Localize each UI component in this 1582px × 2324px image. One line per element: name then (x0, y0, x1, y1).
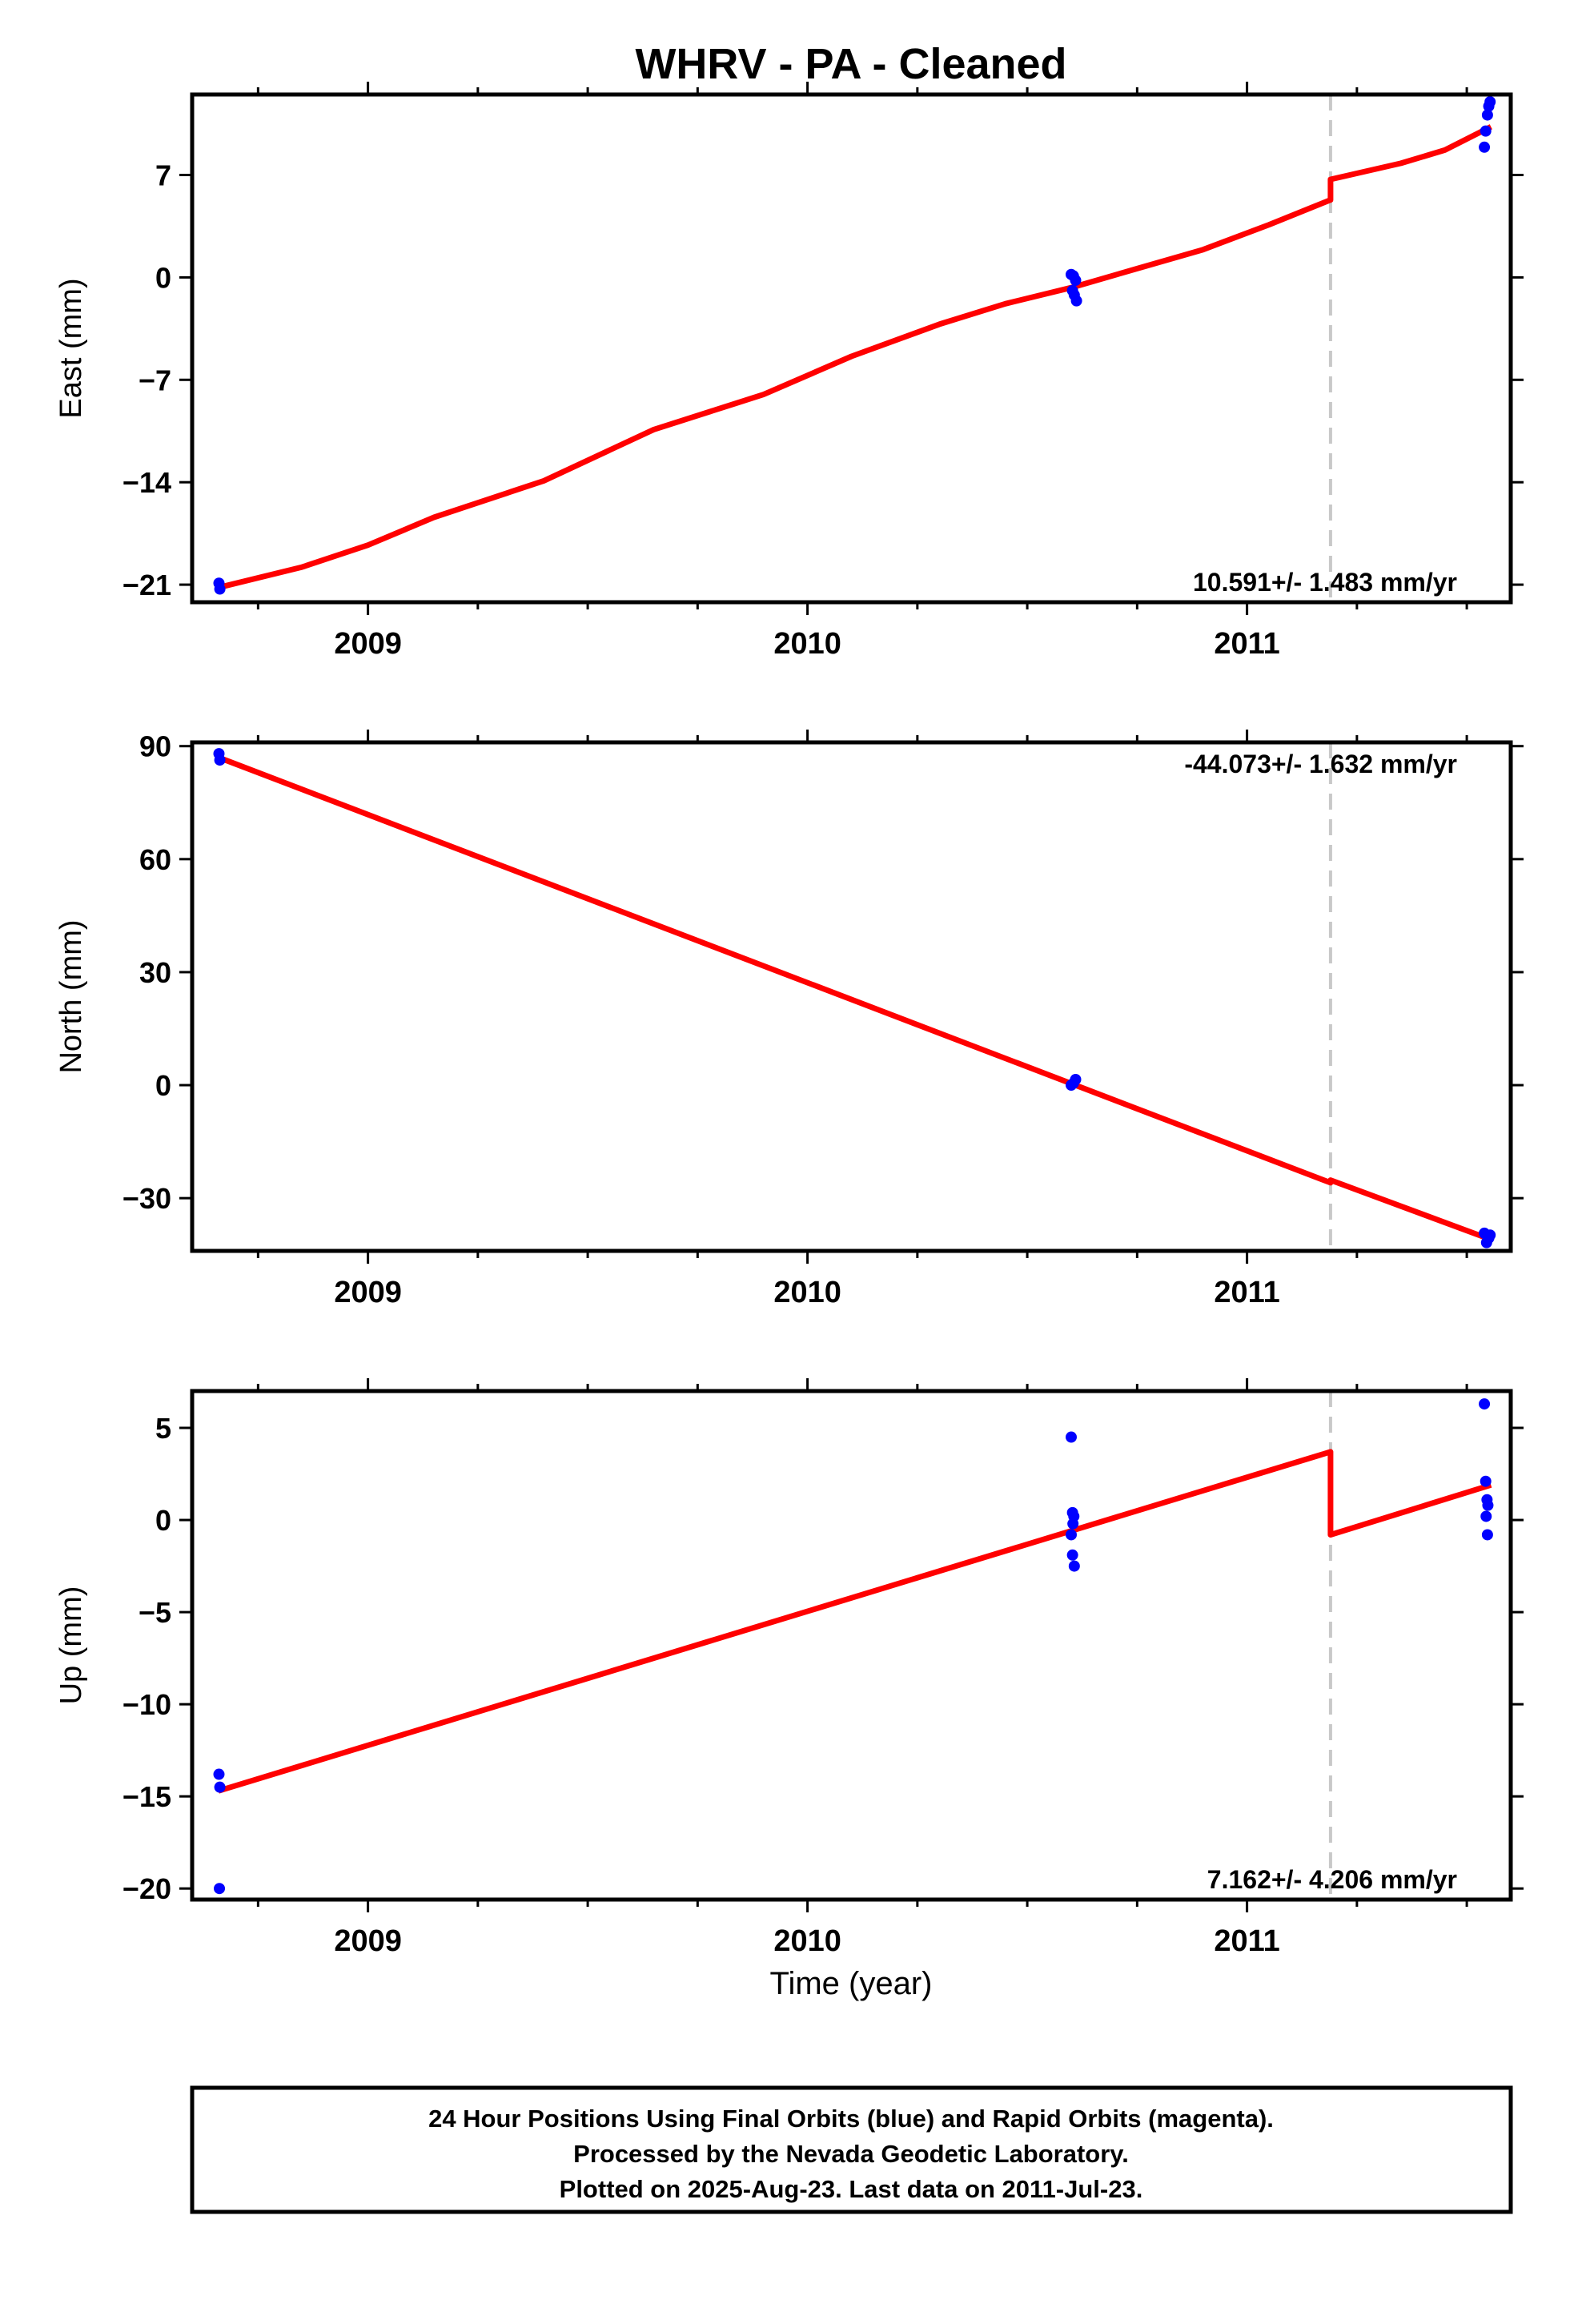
y-tick-label: 60 (139, 843, 171, 876)
rate-annotation: 7.162+/- 4.206 mm/yr (1207, 1865, 1457, 1894)
data-points (213, 1398, 1494, 1895)
rate-annotation: 10.591+/- 1.483 mm/yr (1193, 568, 1457, 597)
footer-line-2: Processed by the Nevada Geodetic Laborat… (573, 2140, 1129, 2168)
chart-title: WHRV - PA - Cleaned (635, 40, 1066, 88)
x-ticks (256, 1378, 1468, 1912)
model-fit-line (217, 1449, 1492, 1794)
data-point (1481, 109, 1493, 121)
north-panel: 2009 2010 2011 −30 0 30 60 90 North (mm) -44.073+… (54, 730, 1524, 1309)
x-tick-label: 2009 (334, 1924, 402, 1958)
footer-line-1: 24 Hour Positions Using Final Orbits (bl… (428, 2105, 1274, 2133)
data-point (1484, 96, 1496, 108)
data-point (214, 1883, 226, 1895)
data-point (1066, 1431, 1077, 1443)
data-point (1480, 125, 1492, 137)
x-ticks (256, 730, 1468, 1264)
y-tick-label: −30 (122, 1182, 171, 1215)
y-tick-label: 90 (139, 730, 171, 763)
y-tick-label: −15 (122, 1780, 171, 1813)
data-point (214, 1781, 226, 1793)
y-tick-label: 0 (155, 261, 171, 294)
data-points (213, 96, 1496, 595)
y-tick-label: 30 (139, 956, 171, 989)
footer-frame (190, 2085, 1513, 2214)
x-tick-label: 2009 (334, 627, 402, 661)
x-tick-label: 2009 (334, 1276, 402, 1309)
data-point (1480, 1510, 1492, 1522)
y-tick-label: 5 (155, 1412, 171, 1445)
data-point (1066, 1549, 1078, 1561)
y-axis-label: North (mm) (54, 919, 88, 1073)
y-axis-label: Up (mm) (54, 1586, 88, 1705)
footer-line-3: Plotted on 2025-Aug-23. Last data on 201… (560, 2175, 1143, 2203)
x-tick-label: 2011 (1214, 627, 1279, 661)
y-tick-label: 7 (155, 159, 171, 191)
plot-frame (190, 1389, 1513, 1902)
y-tick-label: 0 (155, 1504, 171, 1537)
east-panel: 2009 2010 2011 −21 −14 −7 0 7 East (mm) 10.591+/-… (54, 82, 1524, 661)
plot-frame (190, 92, 1513, 605)
data-point (1070, 1073, 1082, 1085)
y-tick-label: −20 (122, 1872, 171, 1905)
y-axis-label: East (mm) (54, 278, 88, 418)
data-point (1480, 1475, 1492, 1487)
footer-box: 24 Hour Positions Using Final Orbits (bl… (190, 2085, 1513, 2214)
data-point (1482, 1499, 1494, 1511)
y-tick-label: −14 (122, 466, 171, 499)
y-tick-label: −21 (122, 569, 171, 601)
up-panel: 2009 2010 2011 −20 −15 −10 −5 0 5 Up (mm) 7.162+/-… (54, 1378, 1524, 1958)
data-point (1481, 1529, 1493, 1541)
data-point (1070, 295, 1082, 307)
data-point (213, 1768, 225, 1780)
data-point (1479, 141, 1491, 153)
x-tick-label: 2011 (1214, 1276, 1279, 1309)
x-axis-label: Time (year) (770, 1966, 933, 2001)
x-tick-label: 2010 (773, 627, 841, 661)
data-point (214, 754, 226, 766)
data-point (1068, 1560, 1080, 1572)
plot-frame (190, 740, 1513, 1253)
x-tick-label: 2010 (773, 1924, 841, 1958)
data-point (1070, 275, 1082, 287)
data-point (1479, 1398, 1491, 1410)
data-point (1067, 1518, 1079, 1530)
y-tick-label: −10 (122, 1688, 171, 1721)
y-tick-label: −5 (139, 1596, 171, 1629)
x-tick-label: 2010 (773, 1276, 841, 1309)
y-tick-label: 0 (155, 1069, 171, 1102)
model-fit-line (218, 124, 1492, 591)
y-tick-label: −7 (139, 364, 171, 396)
x-tick-label: 2011 (1214, 1924, 1279, 1958)
data-point (214, 583, 226, 595)
model-fit-line (217, 754, 1492, 1243)
data-point (1066, 1529, 1077, 1541)
x-ticks (256, 82, 1468, 615)
data-points (213, 748, 1496, 1248)
data-point (1484, 1229, 1496, 1241)
rate-annotation: -44.073+/- 1.632 mm/yr (1184, 750, 1457, 778)
